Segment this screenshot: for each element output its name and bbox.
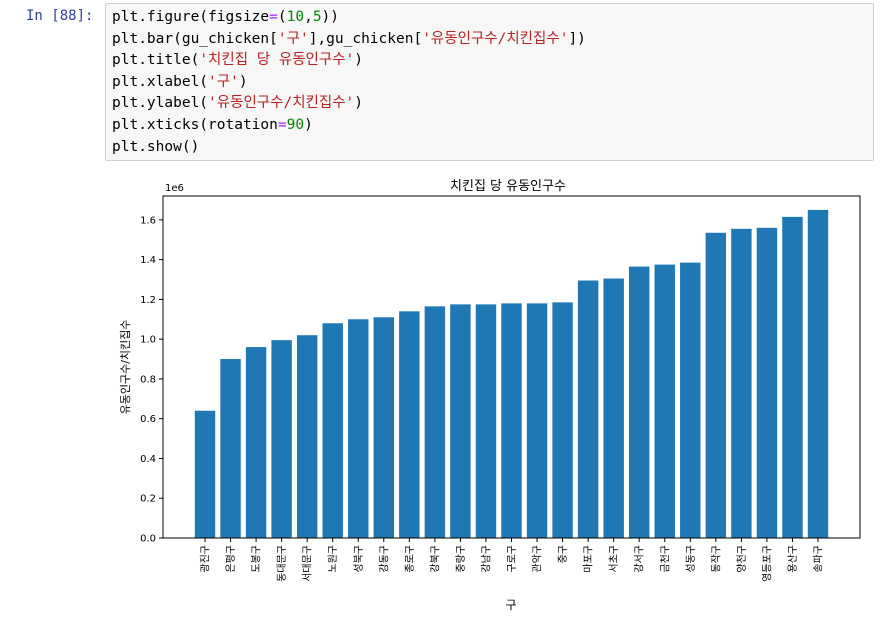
bar (552, 302, 573, 538)
y-tick-label: 1.0 (140, 335, 156, 346)
x-axis: 광진구 은평구 도봉구 동대문구 서대문구 노원구 성북구 강동구 종로구 강북구 중랑구 강남구 구로… (200, 538, 825, 582)
x-tick-label: 노원구 (327, 545, 339, 573)
bars (194, 209, 829, 538)
code-cell[interactable]: plt.figure(figsize=(10,5)) plt.bar(gu_ch… (105, 3, 874, 161)
code-text: ( (277, 9, 287, 25)
x-tick-label: 성북구 (353, 545, 365, 573)
code-text: plt.title( (112, 52, 200, 69)
y-tick-label: 0.6 (140, 414, 156, 425)
x-tick-label: 강남구 (480, 545, 492, 573)
x-tick-label: 중랑구 (455, 545, 467, 573)
bar (373, 317, 395, 538)
y-offset-text: 1e6 (165, 183, 184, 194)
code-text: ) (354, 52, 364, 69)
x-tick-label: 관악구 (532, 545, 544, 573)
code-text: ) (354, 95, 364, 112)
code-string: '구' (208, 73, 239, 90)
y-tick-label: 0.0 (140, 534, 156, 545)
plot-frame (162, 195, 861, 539)
bar (807, 209, 829, 538)
x-tick-label: 동작구 (710, 545, 722, 573)
bar (603, 278, 624, 538)
chart-title: 치킨집 당 유동인구수 (450, 179, 566, 194)
code-text: ],gu_chicken[ (308, 30, 423, 47)
bar (348, 319, 369, 538)
code-number: 10 (286, 9, 305, 25)
code-number: 90 (286, 116, 305, 133)
code-text: plt.show() (112, 138, 200, 155)
bar (756, 227, 778, 538)
code-text: )) (321, 9, 340, 25)
code-text: ) (304, 116, 313, 133)
x-tick-label: 중구 (557, 545, 569, 563)
bar (245, 347, 267, 538)
x-tick-label: 동대문구 (276, 545, 288, 582)
bar (220, 359, 241, 538)
bar (526, 303, 548, 538)
x-tick-label: 강북구 (429, 545, 441, 573)
bar (450, 304, 471, 538)
y-axis: 0.0 0.2 0.4 0.6 0.8 1.0 1.2 1.4 1.6 (140, 215, 163, 545)
bar-chart: 치킨집 당 유동인구수 1e6 0.0 0.2 0.4 0.6 0.8 1.0 1.2 1.4… (119, 179, 861, 612)
bar (271, 340, 292, 538)
bar (424, 306, 446, 538)
x-tick-label: 강서구 (634, 545, 646, 573)
code-text: ) (238, 73, 248, 90)
code-text: plt.ylabel( (112, 95, 209, 112)
bar (501, 303, 522, 538)
bar (782, 216, 803, 538)
code-string: '구' (277, 30, 309, 47)
code-number: 5 (312, 9, 322, 25)
bar (705, 232, 727, 538)
cell-prompt: In [88]: (26, 8, 94, 24)
x-tick-label: 도봉구 (251, 545, 263, 573)
y-tick-label: 0.4 (140, 454, 156, 465)
x-tick-label: 용산구 (787, 545, 799, 573)
x-tick-label: 종로구 (404, 545, 416, 573)
x-tick-label: 광진구 (200, 545, 212, 573)
bar (322, 323, 343, 538)
y-axis-label: 유동인구수/치킨집수 (119, 320, 132, 415)
x-tick-label: 마포구 (583, 545, 595, 573)
code-text: = (269, 9, 278, 25)
code-text: plt.figure(figsize (112, 9, 270, 25)
bar (731, 228, 752, 538)
y-tick-label: 0.8 (140, 374, 156, 385)
y-tick-label: 0.2 (140, 494, 156, 505)
x-tick-label: 서초구 (608, 545, 620, 573)
bar (680, 262, 701, 538)
x-tick-label: 서대문구 (302, 545, 314, 582)
code-text: , (304, 9, 313, 25)
code-text: plt.bar(gu_chicken[ (112, 30, 278, 47)
code-string: '유동인구수/치킨집수' (422, 30, 569, 47)
x-tick-label: 성동구 (685, 545, 697, 573)
y-tick-label: 1.2 (140, 295, 156, 306)
cell-output: 치킨집 당 유동인구수 1e6 0.0 0.2 0.4 0.6 0.8 1.0 1.2 1.4… (105, 168, 875, 620)
x-tick-label: 금천구 (659, 545, 671, 573)
x-tick-label: 영등포구 (761, 545, 773, 582)
bar (296, 335, 318, 538)
bar (577, 280, 599, 538)
code-text: plt.xlabel( (112, 73, 209, 90)
bar (628, 266, 650, 538)
x-tick-label: 강동구 (378, 545, 390, 573)
bar (475, 304, 497, 538)
code-text: plt.xticks(rotation (112, 116, 278, 133)
code-text: ]) (568, 30, 586, 47)
x-tick-label: 구로구 (507, 545, 518, 573)
code-text: = (277, 116, 287, 133)
code-string: '유동인구수/치킨집수' (208, 95, 355, 112)
bar (194, 410, 216, 538)
x-axis-label: 구 (505, 598, 516, 612)
x-tick-label: 은평구 (225, 545, 237, 573)
x-tick-label: 양천구 (736, 545, 748, 573)
y-tick-label: 1.6 (140, 215, 156, 226)
code-editor[interactable]: plt.figure(figsize=(10,5)) plt.bar(gu_ch… (112, 7, 586, 158)
bar (654, 264, 675, 538)
code-string: '치킨집 당 유동인구수' (199, 52, 355, 69)
x-tick-label: 송파구 (813, 545, 825, 573)
bar (399, 311, 420, 538)
y-tick-label: 1.4 (140, 255, 156, 266)
